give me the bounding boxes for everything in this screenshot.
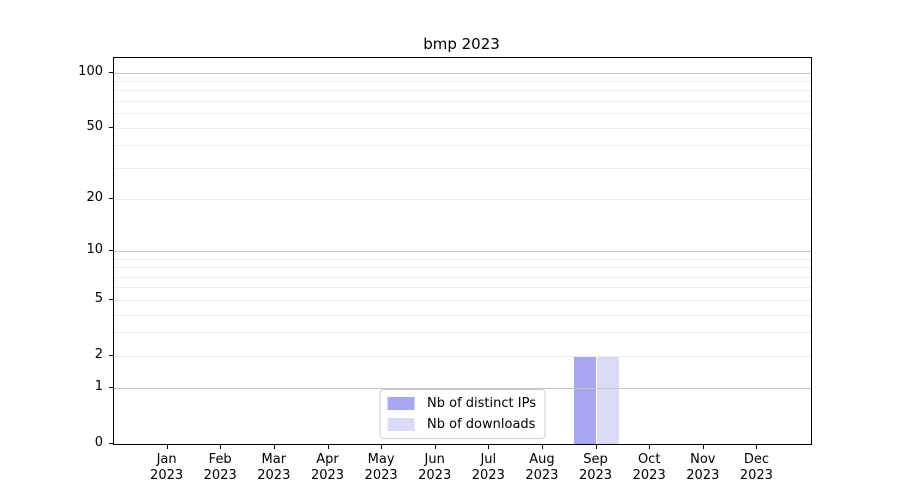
- x-tick-label: Nov 2023: [671, 452, 735, 484]
- y-tick: [109, 354, 113, 356]
- y-tick-label: 2: [94, 346, 103, 362]
- minor-gridline: [114, 258, 811, 260]
- x-tick-label: Jun 2023: [403, 452, 467, 484]
- y-tick: [109, 126, 113, 128]
- x-tick-label: Mar 2023: [242, 452, 306, 484]
- y-tick: [109, 387, 113, 389]
- x-tick-label-year: 2023: [739, 468, 773, 483]
- y-tick: [109, 298, 113, 300]
- x-tick-label-month: Sep: [583, 452, 608, 467]
- y-tick-label: 5: [94, 290, 103, 306]
- x-tick: [434, 445, 436, 449]
- legend-item: Nb of downloads: [387, 417, 536, 432]
- y-tick: [109, 71, 113, 73]
- plot-area: Nb of distinct IPs Nb of downloads: [113, 57, 812, 445]
- x-tick: [488, 445, 490, 449]
- x-tick-label-year: 2023: [203, 468, 237, 483]
- x-tick-label-month: Jun: [424, 452, 445, 467]
- x-tick-label-month: Oct: [637, 452, 661, 467]
- minor-gridline: [114, 287, 811, 289]
- y-tick-label: 50: [86, 118, 103, 134]
- x-tick-label: Dec 2023: [724, 452, 788, 484]
- x-tick: [702, 445, 704, 449]
- x-tick-label: Oct 2023: [617, 452, 681, 484]
- legend-item: Nb of distinct IPs: [387, 396, 536, 411]
- x-tick-label-year: 2023: [632, 468, 666, 483]
- legend-swatch: [387, 418, 415, 431]
- bar-nb-of-downloads: [596, 355, 619, 444]
- x-tick-label-month: Feb: [208, 452, 232, 467]
- x-tick-label-month: Mar: [261, 452, 287, 467]
- y-tick: [109, 198, 113, 199]
- x-tick-label-year: 2023: [310, 468, 345, 483]
- legend-label: Nb of downloads: [427, 417, 536, 432]
- y-tick-label: 10: [86, 242, 103, 257]
- x-tick-label-month: Apr: [316, 452, 339, 467]
- minor-gridline: [114, 199, 811, 200]
- x-tick-label-year: 2023: [257, 468, 291, 483]
- x-tick: [166, 445, 168, 449]
- x-tick-label-month: Jul: [480, 452, 497, 467]
- minor-gridline: [114, 276, 811, 278]
- minor-gridline: [114, 299, 811, 301]
- x-tick-label: Feb 2023: [188, 452, 252, 484]
- y-tick-label: 20: [86, 190, 103, 205]
- y-tick-label: 100: [78, 63, 103, 79]
- x-tick-label: Jul 2023: [456, 452, 520, 484]
- minor-gridline: [114, 90, 811, 92]
- minor-gridline: [114, 314, 811, 316]
- x-tick: [273, 445, 275, 449]
- x-tick-label-month: Jan: [156, 452, 177, 467]
- minor-gridline: [114, 332, 811, 334]
- minor-gridline: [114, 267, 811, 269]
- x-tick-label: Aug 2023: [510, 452, 574, 484]
- x-tick-label: Jan 2023: [135, 452, 199, 484]
- y-tick: [109, 250, 113, 251]
- x-tick-label-month: Dec: [743, 452, 769, 467]
- x-tick: [220, 445, 222, 449]
- x-tick-label-year: 2023: [471, 468, 505, 483]
- x-tick: [381, 445, 383, 449]
- x-tick-label-month: May: [367, 452, 395, 467]
- y-tick: [109, 443, 113, 444]
- x-tick-label: May 2023: [349, 452, 413, 484]
- major-gridline: [114, 388, 811, 390]
- legend-swatch: [387, 397, 415, 410]
- x-tick-label: Sep 2023: [564, 452, 628, 484]
- minor-gridline: [114, 145, 811, 147]
- x-tick: [649, 445, 651, 449]
- x-tick-label-year: 2023: [686, 468, 720, 483]
- minor-gridline: [114, 127, 811, 129]
- x-tick: [756, 445, 758, 449]
- legend-label: Nb of distinct IPs: [427, 396, 536, 411]
- x-tick-label-year: 2023: [525, 468, 559, 483]
- x-tick-label-year: 2023: [150, 468, 184, 483]
- x-tick-label-year: 2023: [418, 468, 452, 483]
- minor-gridline: [114, 355, 811, 357]
- minor-gridline: [114, 167, 811, 169]
- legend: Nb of distinct IPs Nb of downloads: [379, 389, 546, 439]
- chart-title: bmp 2023: [423, 35, 500, 53]
- major-gridline: [114, 72, 811, 74]
- minor-gridline: [114, 100, 811, 102]
- minor-gridline: [114, 80, 811, 82]
- x-tick: [327, 445, 329, 449]
- x-tick: [541, 445, 543, 449]
- x-tick-label-year: 2023: [578, 468, 613, 483]
- x-tick-label-year: 2023: [364, 468, 398, 483]
- x-tick-label-month: Aug: [529, 452, 555, 467]
- major-gridline: [114, 251, 811, 252]
- x-tick-label-month: Nov: [690, 452, 716, 467]
- minor-gridline: [114, 113, 811, 115]
- x-tick: [595, 445, 597, 449]
- bar-nb-of-distinct-ips: [574, 355, 597, 444]
- y-tick-label: 1: [94, 379, 103, 395]
- x-tick-label: Apr 2023: [296, 452, 360, 484]
- y-tick-label: 0: [94, 435, 103, 450]
